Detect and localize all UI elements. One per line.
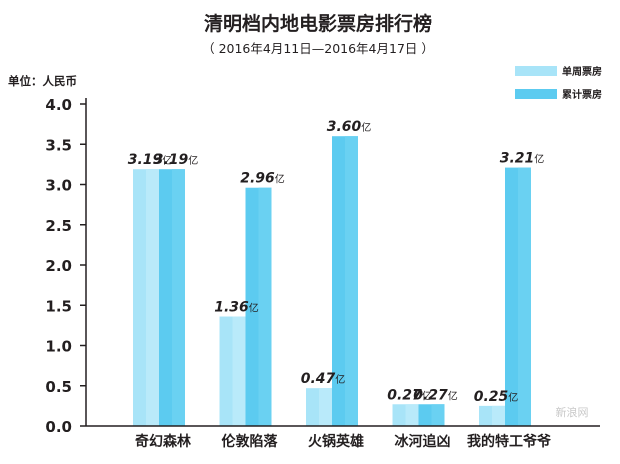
x-category-label: 冰河追凶 [395,433,451,450]
y-tick-label: 2.5 [45,217,72,235]
x-category-label: 奇幻森林 [135,433,191,450]
watermark: 新浪网 [556,405,589,419]
bar-highlight [492,405,505,426]
bar-value-label: 2.96亿 [240,171,285,187]
bar-highlight [405,404,419,426]
x-category-label: 火锅英雄 [308,433,364,450]
bar-value-label: 3.19亿 [154,152,199,168]
chart-subtitle: （ 2016年4月11日—2016年4月17日 ） [202,41,434,56]
y-axis: 0.0 0.5 1.0 1.5 2.0 2.5 3.0 3.5 4.0 [45,96,87,436]
bar-highlight [319,388,332,426]
bar-highlight [345,136,358,426]
bar-value-label: 3.19亿 [128,152,173,168]
bars-group [133,136,531,426]
x-category-label: 伦敦陷落 [222,433,279,450]
bar-value-label: 0.27亿 [413,387,458,403]
bar-highlight [232,316,246,426]
bar-highlight [518,167,531,426]
unit-label: 单位：人民币 [8,74,77,88]
bar-highlight [258,187,272,426]
bar-value-label: 3.21亿 [500,151,545,167]
legend-label: 单周票房 [562,65,602,78]
bar-value-label: 0.25亿 [474,389,519,405]
chart-title: 清明档内地电影票房排行榜 [204,12,432,35]
y-tick-label: 1.0 [45,338,72,356]
y-tick-label: 3.5 [45,136,72,154]
legend-label: 累计票房 [562,88,602,101]
y-tick-label: 4.0 [45,96,72,114]
bar-value-label: 0.47亿 [301,371,346,387]
y-tick-label: 2.0 [45,257,72,275]
bar-value-label: 3.60亿 [327,119,372,135]
x-category-label: 我的特工爷爷 [467,433,552,450]
bar-value-label: 0.27亿 [387,387,432,403]
y-tick-label: 0.5 [45,378,72,396]
legend-swatch [515,89,557,99]
y-tick-label: 3.0 [45,177,72,195]
bar-highlight [172,169,185,426]
bar-value-label: 1.36亿 [214,300,259,316]
y-tick-label: 0.0 [45,418,72,436]
bar-highlight [431,404,445,426]
y-tick-label: 1.5 [45,297,72,315]
x-axis: 奇幻森林 伦敦陷落 火锅英雄 冰河追凶 我的特工爷爷 [86,425,600,450]
bar-highlight [146,169,159,426]
legend-swatch [515,66,557,76]
